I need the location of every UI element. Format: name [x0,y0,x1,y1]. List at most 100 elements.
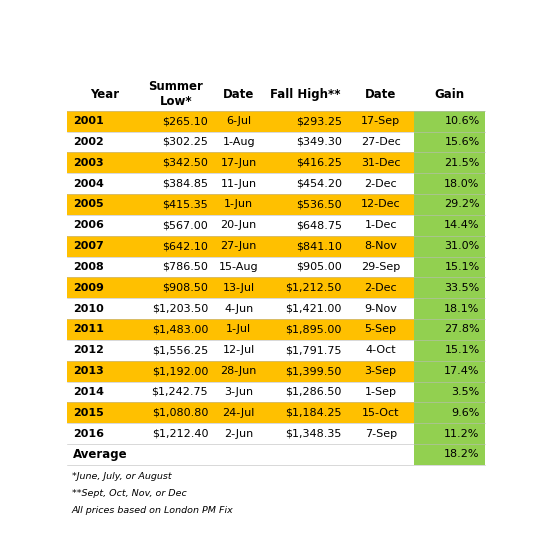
Text: 9.6%: 9.6% [451,408,480,418]
Bar [67,340,485,361]
Bar [67,403,485,423]
Text: 3-Jun: 3-Jun [224,387,253,397]
Bar [414,444,485,465]
Text: $536.50: $536.50 [296,200,342,209]
Bar [414,111,485,131]
Text: $416.25: $416.25 [296,158,342,168]
Text: 2016: 2016 [73,428,104,439]
Bar [414,131,485,153]
Text: 2004: 2004 [73,179,103,189]
Text: 2014: 2014 [73,387,104,397]
Text: $648.75: $648.75 [296,220,342,230]
Text: 29.2%: 29.2% [444,200,480,209]
Text: $1,192.00: $1,192.00 [152,366,208,376]
Text: 2009: 2009 [73,283,103,293]
Text: Summer
Low*: Summer Low* [149,80,203,108]
Text: **Sept, Oct, Nov, or Dec: **Sept, Oct, Nov, or Dec [72,489,186,498]
Text: $1,791.75: $1,791.75 [285,345,342,355]
Text: 27-Dec: 27-Dec [361,137,400,147]
Text: $1,895.00: $1,895.00 [286,325,342,334]
Text: 31-Dec: 31-Dec [361,158,400,168]
Text: 2010: 2010 [73,304,103,314]
Bar [67,215,485,236]
Bar [67,173,485,194]
Text: 18.0%: 18.0% [444,179,480,189]
Text: 2-Dec: 2-Dec [364,283,397,293]
Bar [414,298,485,319]
Text: $415.35: $415.35 [162,200,208,209]
Text: 8-Nov: 8-Nov [364,241,397,251]
Bar [414,153,485,173]
Text: 10.6%: 10.6% [445,116,480,126]
Text: 2011: 2011 [73,325,103,334]
Text: *June, July, or August: *June, July, or August [72,472,171,481]
Text: 15.6%: 15.6% [445,137,480,147]
Bar [67,236,485,256]
Text: 1-Sep: 1-Sep [365,387,397,397]
Text: $642.10: $642.10 [162,241,208,251]
Text: 12-Jul: 12-Jul [223,345,255,355]
Text: 9-Nov: 9-Nov [364,304,397,314]
Text: 27-Jun: 27-Jun [220,241,257,251]
Text: $1,348.35: $1,348.35 [286,428,342,439]
Bar [67,298,485,319]
Text: $349.30: $349.30 [296,137,342,147]
Text: $302.25: $302.25 [162,137,208,147]
Text: 14.4%: 14.4% [444,220,480,230]
Text: 18.2%: 18.2% [444,450,480,459]
Text: $265.10: $265.10 [162,116,208,126]
Text: 2002: 2002 [73,137,103,147]
Text: $1,080.80: $1,080.80 [152,408,208,418]
Bar [67,153,485,173]
Text: 2001: 2001 [73,116,103,126]
Text: 13-Jul: 13-Jul [223,283,255,293]
Bar [414,340,485,361]
Bar [414,278,485,298]
Bar [414,194,485,215]
Text: $1,483.00: $1,483.00 [152,325,208,334]
Text: 2007: 2007 [73,241,103,251]
Bar [414,236,485,256]
Text: $908.50: $908.50 [162,283,208,293]
Bar [67,194,485,215]
Bar [414,256,485,278]
Text: 4-Oct: 4-Oct [365,345,396,355]
Text: 2006: 2006 [73,220,103,230]
Text: 2012: 2012 [73,345,103,355]
Text: $905.00: $905.00 [296,262,342,272]
Text: 20-Jun: 20-Jun [220,220,257,230]
Text: All prices based on London PM Fix: All prices based on London PM Fix [72,506,233,514]
Text: $454.20: $454.20 [296,179,342,189]
Text: 4-Jun: 4-Jun [224,304,253,314]
Text: 2013: 2013 [73,366,103,376]
Text: 27.8%: 27.8% [444,325,480,334]
Text: $1,242.75: $1,242.75 [151,387,208,397]
Text: Year: Year [91,88,120,101]
Text: 1-Aug: 1-Aug [222,137,255,147]
Text: 3-Sep: 3-Sep [365,366,397,376]
Bar [67,361,485,381]
Text: 29-Sep: 29-Sep [361,262,400,272]
Bar [67,256,485,278]
Text: $841.10: $841.10 [296,241,342,251]
Text: $1,212.50: $1,212.50 [286,283,342,293]
Bar [414,423,485,444]
Text: 1-Dec: 1-Dec [364,220,397,230]
Bar [414,361,485,381]
Text: 17.4%: 17.4% [444,366,480,376]
Text: $1,286.50: $1,286.50 [286,387,342,397]
Text: 2-Dec: 2-Dec [364,179,397,189]
Text: 6-Jul: 6-Jul [226,116,251,126]
Text: 7-Sep: 7-Sep [364,428,397,439]
Text: 15.1%: 15.1% [445,345,480,355]
Text: Average: Average [73,448,127,461]
Text: $1,184.25: $1,184.25 [285,408,342,418]
Text: Gain: Gain [434,88,465,101]
Text: 11.2%: 11.2% [444,428,480,439]
Text: 15-Oct: 15-Oct [362,408,399,418]
Text: 15.1%: 15.1% [445,262,480,272]
Text: $384.85: $384.85 [162,179,208,189]
Text: 24-Jul: 24-Jul [223,408,255,418]
Text: Fall High**: Fall High** [270,88,341,101]
Bar [414,215,485,236]
